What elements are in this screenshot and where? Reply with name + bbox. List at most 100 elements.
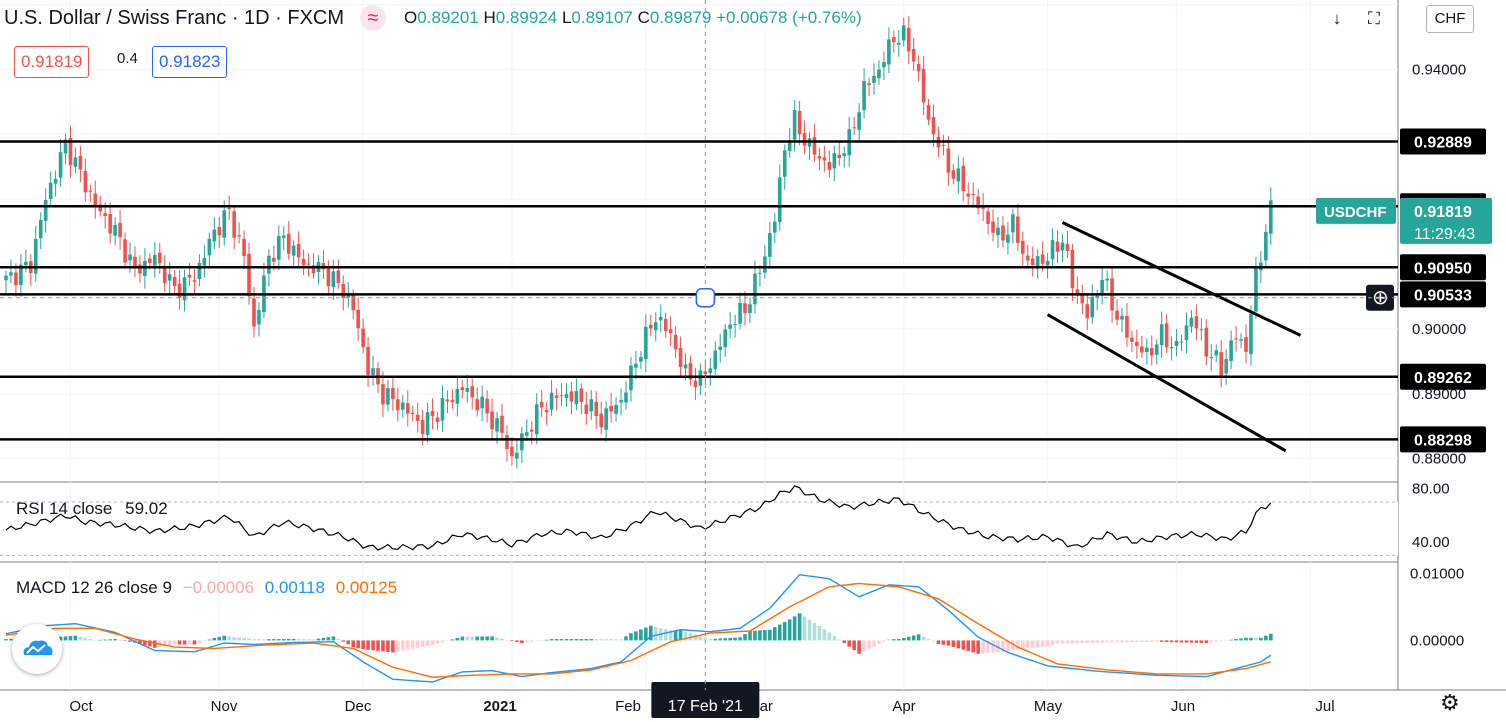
tradingview-logo[interactable] [12,624,62,674]
candle-body [768,233,772,257]
macd-histogram-bar [703,637,708,641]
candle-body [594,401,599,417]
candle-body [1021,240,1025,254]
candle-body [1135,341,1139,347]
price-tick-label: 0.90000 [1412,321,1466,338]
candle-body [301,258,306,266]
level-price-tag [1400,128,1486,155]
macd-histogram-value: −0.00006 [182,578,255,597]
candle-body [817,156,822,159]
candle-body [1179,341,1184,343]
candle-body [653,322,658,331]
candle-body [202,257,207,266]
buy-price-button[interactable]: 0.91823 [152,46,228,78]
candle-body [24,261,28,266]
price-axis[interactable]: 0.940000.930000.920000.910000.900000.890… [1316,61,1492,649]
macd-histogram-bar [410,640,415,649]
candle-body [19,264,23,285]
macd-histogram-bar [172,640,177,645]
candle-body [678,347,683,368]
candle-body [361,328,365,348]
macd-histogram-bar [1264,635,1268,641]
candle-body [470,386,475,398]
candle-body [544,409,549,413]
macd-histogram-bar [162,640,167,647]
candle-body [495,418,499,432]
time-tick-label: Feb [615,698,641,715]
candle-body [98,204,103,212]
settings-gear-icon[interactable]: ⚙ [1440,690,1460,715]
candle-body [996,227,1000,236]
macd-histogram-bar [321,637,326,641]
candle-body [1174,341,1179,346]
candle-body [1070,249,1075,289]
macd-histogram-bar [817,626,822,641]
macd-histogram-bar [1075,640,1080,644]
macd-histogram-bar [405,640,410,650]
fullscreen-icon[interactable]: ⛶ [1368,9,1380,28]
macd-histogram-bar [574,639,579,641]
candle-body [1145,347,1149,353]
level-price-label: 0.90533 [1414,287,1472,304]
candle-body [1080,294,1085,304]
candle-body [1125,315,1129,338]
candle-body [743,303,747,314]
candle-body [445,399,450,402]
currency-button[interactable]: CHF [1426,5,1474,33]
macd-histogram-bar [534,640,539,642]
macd-histogram-bar [1125,640,1129,643]
symbol-source-icon[interactable]: ≈ [360,5,387,31]
candle-body [123,239,127,263]
symbol-name-label: USDCHF [1324,204,1387,221]
macd-histogram-bar [232,636,236,641]
trend-channel[interactable] [1046,221,1302,453]
macd-histogram-bar [1224,640,1228,641]
candle-body [242,238,246,257]
candle-body [589,399,594,412]
macd-histogram-bar [291,638,296,641]
macd-histogram-bar [802,616,807,641]
macd-histogram-bar [386,640,390,652]
macd-histogram-bar [475,636,479,641]
crosshair-date-label: 17 Feb '21 [668,698,743,715]
time-tick-label: 2021 [483,698,516,715]
download-icon[interactable]: ↓ [1332,9,1342,28]
macd-line [5,573,1272,683]
macd-histogram-bar [113,639,117,641]
macd-histogram-bar [763,630,767,641]
candle-body [108,214,112,234]
level-price-tag [1400,254,1486,281]
sell-price-button[interactable]: 0.91819 [14,46,90,78]
macd-histogram-bar [673,630,678,641]
candle-body [758,272,762,274]
macd-histogram-bar [882,640,886,642]
macd-histogram-bar [1189,640,1194,643]
macd-histogram-bar [768,629,772,641]
candle-body [649,324,653,329]
macd-histogram-bar [420,640,425,647]
macd-histogram-bar [1055,640,1060,644]
macd-legend: MACD 12 26 close 9 −0.00006 0.00118 0.00… [16,578,397,598]
macd-histogram-bar [852,640,856,651]
macd-histogram-bar [346,640,351,645]
candle-body [1154,344,1159,355]
candle-body [1219,352,1223,376]
macd-histogram-bar [931,640,936,642]
macd-label[interactable]: MACD 12 26 close 9 [16,578,172,597]
candle-body [901,25,906,41]
macd-histogram-bar [143,640,147,646]
candle-body [882,61,886,68]
rsi-label[interactable]: RSI 14 close [16,499,113,518]
macd-signal-value: 0.00125 [335,578,398,597]
candle-body [619,400,623,403]
macd-histogram-bar [782,621,787,641]
macd-histogram-bar [167,640,172,646]
macd-histogram-bar [425,640,430,647]
symbol-title[interactable]: U.S. Dollar / Swiss Franc · 1D · FXCM [4,6,345,29]
candle-body [1001,225,1005,241]
candle-body [1194,316,1199,329]
macd-histogram-bar [564,639,569,641]
crosshair-date-tag [651,682,760,718]
